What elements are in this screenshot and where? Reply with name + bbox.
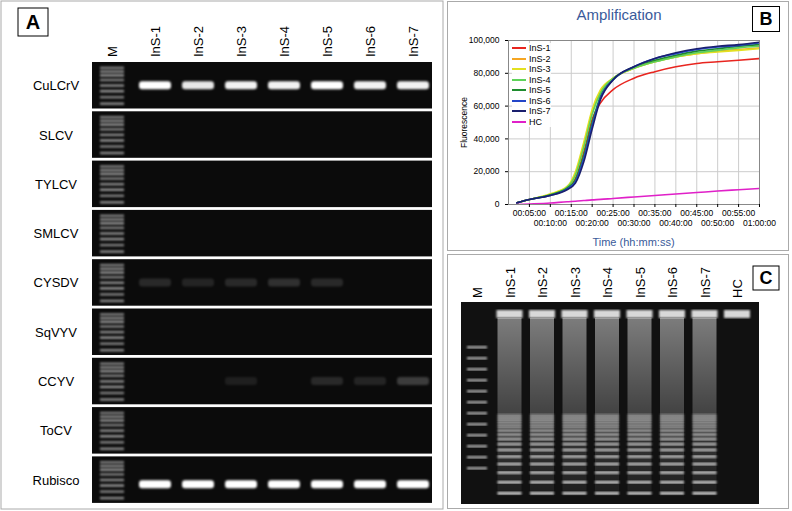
html-text:Amplification: Amplification (576, 6, 662, 23)
svg-text:00:15:00: 00:15:00 (555, 208, 588, 218)
svg-text:40,000: 40,000 (474, 134, 500, 144)
svg-text:CuLCrV: CuLCrV (33, 78, 80, 93)
svg-text:InS-3: InS-3 (234, 26, 249, 57)
svg-text:InS-7: InS-7 (406, 26, 421, 57)
svg-text:00:05:00: 00:05:00 (513, 208, 546, 218)
svg-text:00:35:00: 00:35:00 (638, 208, 671, 218)
svg-text:00:50:00: 00:50:00 (701, 218, 734, 228)
svg-text:InS-1: InS-1 (148, 26, 163, 57)
html-text:InS-1: InS-1 (529, 43, 551, 53)
svg-text:InS-7: InS-7 (698, 267, 713, 298)
svg-text:C: C (760, 268, 773, 288)
svg-text:InS-6: InS-6 (363, 26, 378, 57)
html-text:InS-4: InS-4 (529, 74, 551, 85)
svg-text:00:25:00: 00:25:00 (597, 208, 630, 218)
svg-text:InS-5: InS-5 (633, 267, 648, 298)
html-text:InS-6: InS-6 (529, 95, 551, 106)
svg-text:CCYV: CCYV (38, 374, 74, 389)
html-text:InS-5: InS-5 (529, 85, 551, 95)
svg-text:0: 0 (495, 199, 500, 209)
html-text:Time (hh:mm:ss): Time (hh:mm:ss) (592, 236, 675, 248)
svg-text:InS-6: InS-6 (665, 267, 680, 298)
svg-text:00:55:00: 00:55:00 (722, 208, 755, 218)
svg-text:M: M (470, 287, 485, 298)
html-text:InS-7: InS-7 (529, 106, 551, 116)
svg-text:100,000: 100,000 (469, 35, 500, 45)
svg-text:ToCV: ToCV (40, 423, 72, 438)
svg-text:20,000: 20,000 (474, 166, 500, 176)
svg-text:SMLCV: SMLCV (34, 226, 79, 241)
svg-text:CYSDV: CYSDV (34, 275, 79, 290)
svg-text:InS-5: InS-5 (320, 26, 335, 57)
html-text:HC: HC (529, 116, 542, 127)
html-text:InS-2: InS-2 (529, 53, 551, 64)
svg-text:InS-4: InS-4 (600, 267, 615, 298)
svg-text:60,000: 60,000 (474, 101, 500, 111)
svg-text:SLCV: SLCV (39, 128, 73, 143)
svg-text:SqVYV: SqVYV (35, 325, 77, 340)
svg-text:Fluorescence: Fluorescence (459, 97, 469, 148)
html-text:B: B (759, 9, 773, 29)
svg-text:00:45:00: 00:45:00 (680, 208, 713, 218)
svg-text:TYLCV: TYLCV (35, 177, 77, 192)
svg-text:00:20:00: 00:20:00 (576, 218, 609, 228)
svg-text:InS-2: InS-2 (535, 267, 550, 298)
svg-text:M: M (105, 46, 120, 57)
svg-text:InS-4: InS-4 (277, 26, 292, 57)
svg-text:InS-1: InS-1 (503, 267, 518, 298)
svg-text:Rubisco: Rubisco (33, 473, 80, 488)
html-text:InS-3: InS-3 (529, 64, 551, 74)
svg-text:01:00:00: 01:00:00 (743, 218, 776, 228)
svg-text:00:40:00: 00:40:00 (659, 218, 692, 228)
svg-text:InS-3: InS-3 (568, 267, 583, 298)
svg-text:00:10:00: 00:10:00 (534, 218, 567, 228)
svg-text:HC: HC (730, 279, 745, 298)
svg-text:A: A (26, 11, 40, 33)
svg-text:InS-2: InS-2 (191, 26, 206, 57)
svg-text:00:30:00: 00:30:00 (617, 218, 650, 228)
svg-text:80,000: 80,000 (474, 68, 500, 78)
